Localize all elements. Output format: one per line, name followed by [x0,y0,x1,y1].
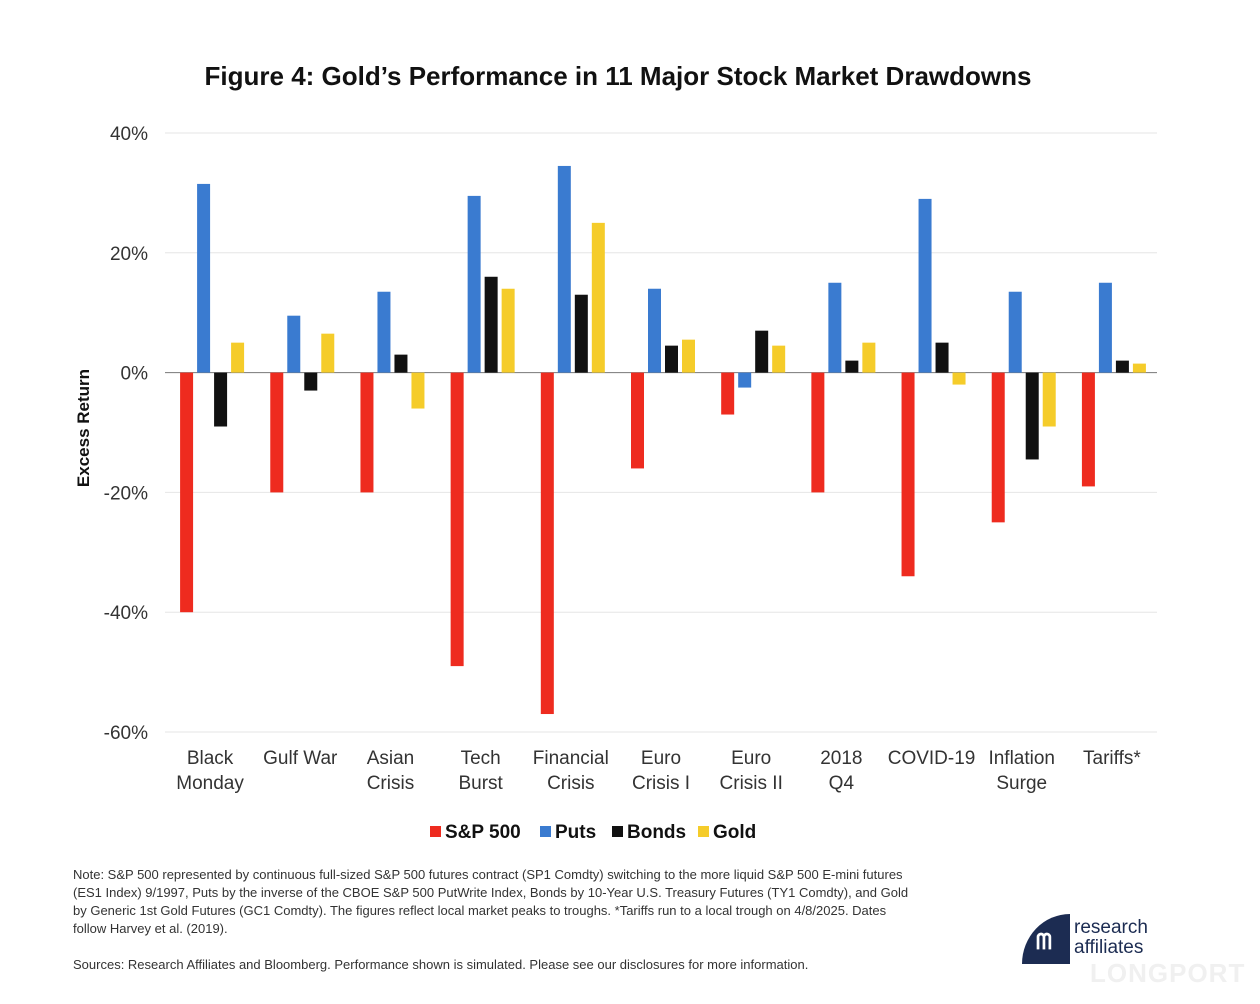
bar-bonds-6 [755,330,769,373]
x-category-label: Crisis II [720,773,783,794]
bar-gold-7 [862,342,876,373]
logo-mark-glyph: ᗰ [1036,930,1052,955]
bar-bonds-3 [484,276,498,373]
bar-gold-3 [501,288,515,373]
x-category-label: Crisis I [632,773,690,794]
bar-bonds-9 [1025,372,1039,460]
legend-swatch-2 [612,826,623,837]
bar-puts-8 [918,198,932,373]
bar-gold-6 [772,345,786,373]
logo-text: research affiliates [1074,918,1148,958]
bar-s-p-500-5 [631,372,644,469]
y-tick-label: -20% [104,483,148,504]
bar-s-p-500-10 [1081,372,1095,487]
logo-line-2: affiliates [1074,937,1144,958]
legend-label-2: Bonds [627,822,686,843]
legend-label-3: Gold [713,822,756,843]
bar-s-p-500-7 [811,372,825,493]
bar-s-p-500-1 [270,372,284,493]
x-category-label: COVID-19 [888,748,976,769]
x-category-label: Tariffs* [1083,748,1141,769]
bar-bonds-7 [845,360,859,373]
y-tick-label: -40% [104,603,148,624]
x-category-label: 2018 [820,748,862,769]
x-category-label: Black [187,748,234,769]
bar-puts-2 [377,291,391,373]
x-category-label: Burst [458,773,503,794]
bar-s-p-500-6 [721,372,735,415]
y-tick-label: 40% [110,124,148,145]
logo-line-1: research [1074,917,1148,938]
x-category-label: Inflation [988,748,1055,769]
gridlines [165,132,1157,733]
bar-gold-2 [411,372,425,409]
bar-gold-5 [682,339,695,373]
bar-s-p-500-2 [360,372,374,493]
bar-gold-9 [1042,372,1056,427]
bar-gold-1 [321,333,335,373]
x-category-label: Euro [731,748,771,769]
x-category-label: Q4 [829,773,855,794]
chart: Figure 4: Gold’s Performance in 11 Major… [74,61,1157,843]
y-tick-label: -60% [104,723,148,744]
y-tick-label: 0% [121,364,149,385]
bar-puts-5 [648,288,661,373]
logo-mark-icon: ᗰ [1022,914,1070,964]
bar-bonds-10 [1115,360,1129,373]
bar-puts-10 [1098,282,1112,373]
x-category-label: Crisis [367,773,415,794]
bar-gold-10 [1132,363,1146,373]
bar-s-p-500-8 [901,372,915,577]
x-category-label: Financial [533,748,609,769]
x-category-label: Crisis [547,773,595,794]
x-category-label: Tech [461,748,501,769]
bar-puts-9 [1008,291,1022,373]
chart-note: Note: S&P 500 represented by continuous … [73,867,909,936]
y-tick-label: 20% [110,244,148,265]
bar-s-p-500-0 [180,372,194,613]
y-axis-label: Excess Return [74,369,93,487]
x-category-label: Surge [996,773,1047,794]
bar-puts-1 [287,315,301,373]
bar-puts-3 [467,195,481,373]
bar-gold-0 [231,342,245,373]
bar-s-p-500-3 [450,372,464,667]
chart-sources: Sources: Research Affiliates and Bloombe… [73,957,809,972]
y-axis-ticks: 40% 20% 0% -20% -40% -60% [104,124,148,744]
bar-bonds-0 [214,372,228,427]
chart-title: Figure 4: Gold’s Performance in 11 Major… [205,61,1032,91]
bar-bonds-2 [394,354,408,373]
bar-bonds-1 [304,372,318,391]
legend-swatch-1 [540,826,551,837]
watermark: LONGPORT [1090,958,1246,988]
x-category-label: Monday [176,773,244,794]
bar-bonds-8 [935,342,949,373]
x-axis-categories: Black Monday Gulf War Asian Crisis Tech Burst F… [176,748,1141,794]
bar-puts-4 [557,165,571,373]
bar-s-p-500-9 [991,372,1005,523]
bar-puts-7 [828,282,842,373]
legend-swatch-3 [698,826,709,837]
bars [180,165,1146,715]
legend-swatch-0 [430,826,441,837]
legend-label-0: S&P 500 [445,822,521,843]
legend: S&P 500 Puts Bonds Gold [430,822,756,843]
bar-puts-6 [738,372,752,388]
bar-s-p-500-4 [540,372,554,715]
bar-puts-0 [197,183,211,373]
legend-label-1: Puts [555,822,596,843]
bar-bonds-4 [574,294,588,373]
research-affiliates-logo: ᗰ research affiliates [1022,914,1162,964]
x-category-label: Asian [367,748,415,769]
x-category-label: Gulf War [263,748,338,769]
bar-bonds-5 [665,345,678,373]
bar-gold-4 [591,222,605,373]
bar-gold-8 [952,372,966,385]
x-category-label: Euro [641,748,681,769]
